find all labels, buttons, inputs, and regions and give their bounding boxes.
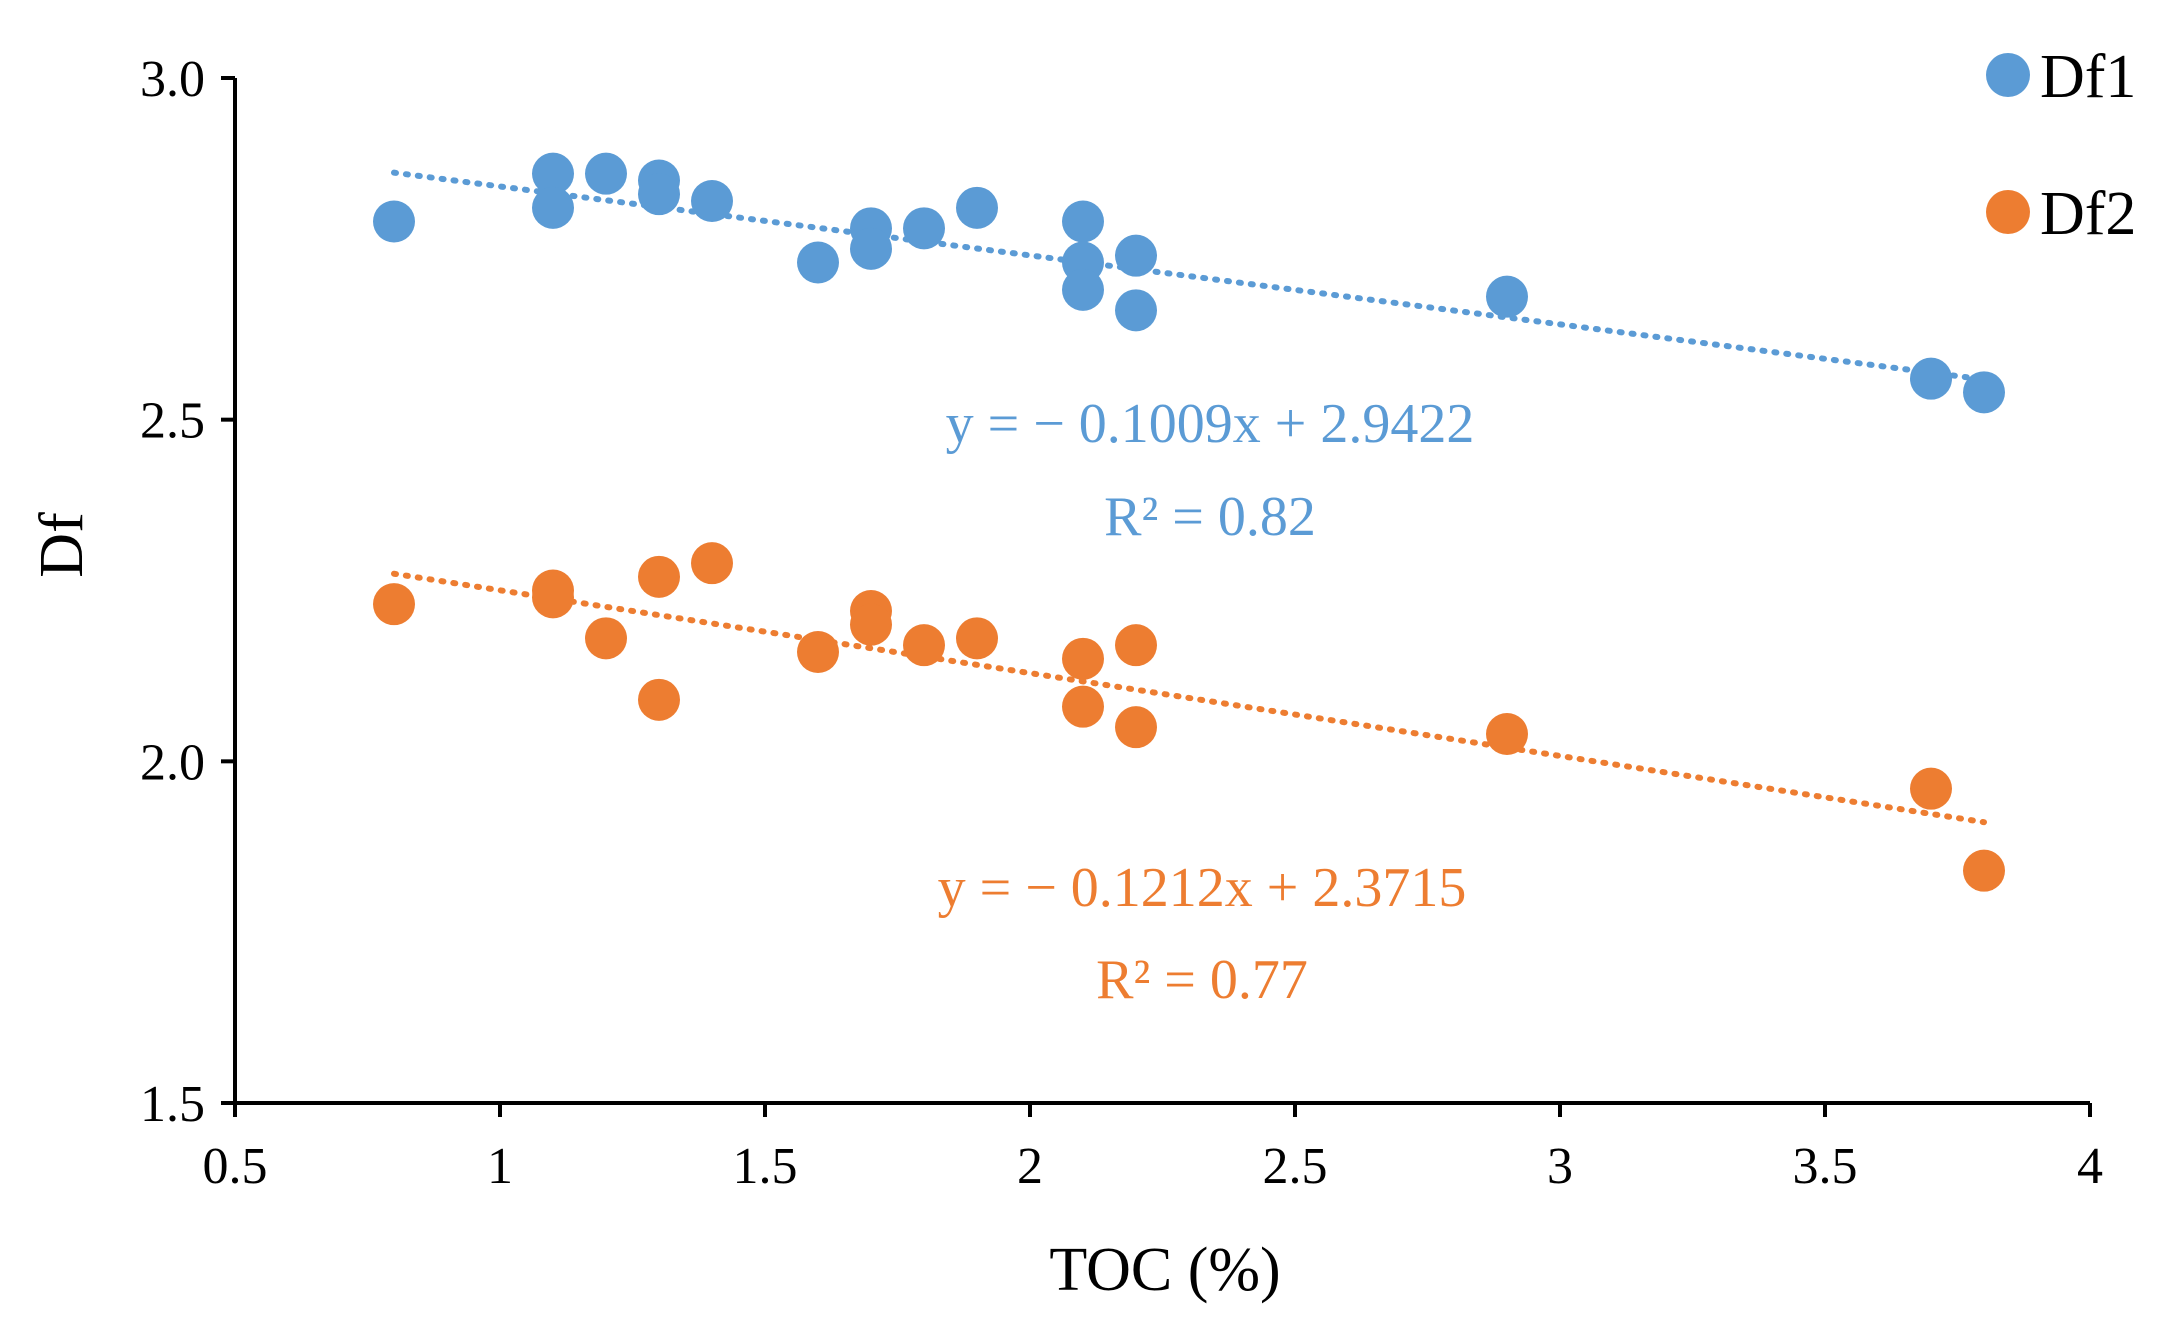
y-tick-label: 2.5 [140, 393, 205, 450]
df2-r-squared: R² = 0.77 [1096, 949, 1308, 1011]
df1-equation: y = − 0.1009x + 2.9422 [946, 393, 1475, 455]
x-tick-label: 2.5 [1263, 1138, 1328, 1195]
x-tick-label: 1.5 [733, 1138, 798, 1195]
data-point-df2 [797, 631, 839, 673]
data-point-df1 [585, 152, 627, 195]
y-tick-label: 1.5 [140, 1076, 205, 1133]
x-tick-label: 4 [2077, 1138, 2103, 1195]
data-point-df1 [1062, 200, 1104, 243]
data-point-df2 [1963, 849, 2005, 892]
y-tick-label: 2.0 [140, 734, 205, 791]
legend-label-df2: Df2 [2040, 180, 2136, 248]
data-point-df2 [1486, 713, 1528, 755]
data-point-df1 [638, 173, 680, 216]
data-point-df1 [797, 241, 839, 284]
data-point-df2 [956, 617, 998, 660]
x-tick-label: 3 [1547, 1138, 1573, 1195]
tick-layer: 0.5 1 1.5 2 2.5 3 3.5 4 1.5 2.0 2.5 3.0 [140, 51, 2103, 1195]
data-point-df2 [1062, 685, 1104, 728]
x-tick-label: 3.5 [1793, 1138, 1858, 1195]
data-point-df2 [532, 576, 574, 619]
x-tick-label: 0.5 [203, 1138, 268, 1195]
data-point-df1 [1486, 275, 1528, 318]
data-point-df2 [850, 603, 892, 646]
data-point-df2 [1115, 706, 1157, 749]
data-point-df1 [850, 227, 892, 270]
data-point-df1 [532, 152, 574, 195]
x-axis-title: TOC (%) [1049, 1236, 1280, 1304]
data-point-df2 [638, 678, 680, 721]
df2-equation: y = − 0.1212x + 2.3715 [938, 857, 1467, 919]
legend: Df1 Df2 [1986, 43, 2136, 248]
data-point-df1 [956, 186, 998, 229]
y-axis-title: Df [28, 512, 96, 578]
x-tick-label: 1 [487, 1138, 513, 1195]
data-point-df1 [903, 207, 945, 250]
data-point-df2 [1062, 637, 1104, 680]
data-point-df2 [1910, 767, 1952, 810]
data-point-df2 [903, 624, 945, 667]
trendline-df2 [391, 570, 1987, 826]
data-point-df1 [1062, 268, 1104, 311]
legend-marker-df2 [1986, 190, 2030, 234]
data-point-df1 [373, 200, 415, 243]
data-point-df1 [1963, 371, 2005, 414]
data-point-df1 [532, 186, 574, 229]
data-point-df1 [1910, 357, 1952, 400]
x-tick-label: 2 [1017, 1138, 1043, 1195]
data-point-df2 [691, 542, 733, 585]
data-point-df2 [373, 583, 415, 626]
df1-r-squared: R² = 0.82 [1104, 486, 1316, 548]
legend-marker-df1 [1986, 53, 2030, 97]
data-point-df1 [1115, 234, 1157, 277]
data-point-df1 [691, 180, 733, 222]
data-point-df2 [585, 617, 627, 660]
legend-label-df1: Df1 [2040, 43, 2136, 111]
data-point-layer [373, 152, 2005, 892]
data-point-df2 [638, 555, 680, 598]
y-tick-label: 3.0 [140, 51, 205, 108]
data-point-df1 [1115, 289, 1157, 332]
data-point-df2 [1115, 624, 1157, 667]
